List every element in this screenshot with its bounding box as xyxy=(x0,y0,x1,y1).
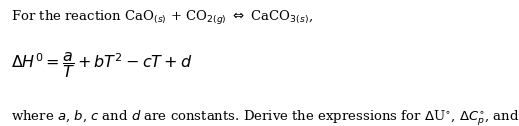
Text: where $a$, $b$, $c$ and $d$ are constants. Derive the expressions for $\Delta$U$: where $a$, $b$, $c$ and $d$ are constant… xyxy=(11,108,519,126)
Text: $\Delta H^0 = \dfrac{a}{T} + bT^2 - cT + d$: $\Delta H^0 = \dfrac{a}{T} + bT^2 - cT +… xyxy=(11,50,193,80)
Text: For the reaction CaO$_{(s)}$ + CO$_{2(g)}$ $\Leftrightarrow$ CaCO$_{3(s)}$,: For the reaction CaO$_{(s)}$ + CO$_{2(g)… xyxy=(11,9,313,27)
